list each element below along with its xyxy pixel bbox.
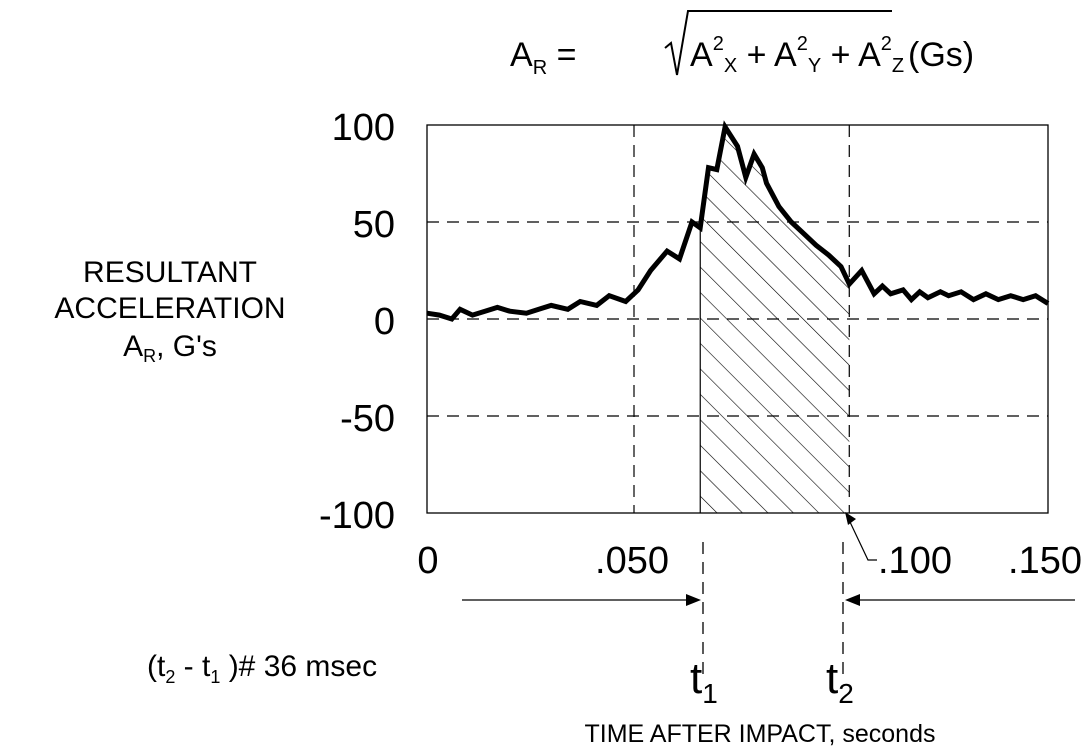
resultant-acceleration-line (426, 120, 1050, 322)
t1-label: t1 (690, 654, 718, 709)
y-tick-label: 0 (374, 301, 395, 343)
x100-leader (845, 512, 877, 561)
formula-radicand: A2X + A2Y + A2Z (690, 33, 904, 77)
y-tick-labels: 100 50 0 -50 -100 (319, 107, 395, 537)
interval-markers: t1 t2 (462, 542, 1075, 709)
radical-sign (664, 10, 892, 76)
plot-frame (426, 124, 1049, 514)
x-tick-label: .050 (595, 540, 669, 582)
plot-area (426, 120, 1050, 514)
duration-annotation: (t2 - t1 )# 36 msec (147, 650, 377, 687)
formula-units: (Gs) (908, 36, 974, 74)
grid (427, 125, 1048, 513)
shaded-interval (700, 126, 850, 514)
x-tick-labels: 0 .050 .100 .150 (417, 540, 1082, 582)
t2-arrow-head (845, 594, 860, 606)
y-axis-label: RESULTANT ACCELERATION AR, G's (54, 256, 285, 366)
x-tick-label: .100 (878, 540, 952, 582)
ylabel-line1: RESULTANT (83, 256, 257, 289)
x-tick-label: 0 (417, 540, 438, 582)
t1-arrow-head (686, 594, 701, 606)
formula: AR = A2X + A2Y + A2Z (Gs) (510, 10, 974, 79)
x-tick-label: .150 (1008, 540, 1082, 582)
ylabel-line3: AR, G's (123, 330, 217, 366)
formula-lhs: AR = (510, 36, 576, 79)
ylabel-line2: ACCELERATION (54, 292, 285, 325)
y-tick-label: -50 (340, 398, 395, 440)
y-tick-label: -100 (319, 495, 395, 537)
y-tick-label: 50 (353, 204, 395, 246)
y-tick-label: 100 (332, 107, 395, 149)
x-axis-label: TIME AFTER IMPACT, seconds (584, 720, 935, 748)
t2-label: t2 (826, 654, 854, 709)
